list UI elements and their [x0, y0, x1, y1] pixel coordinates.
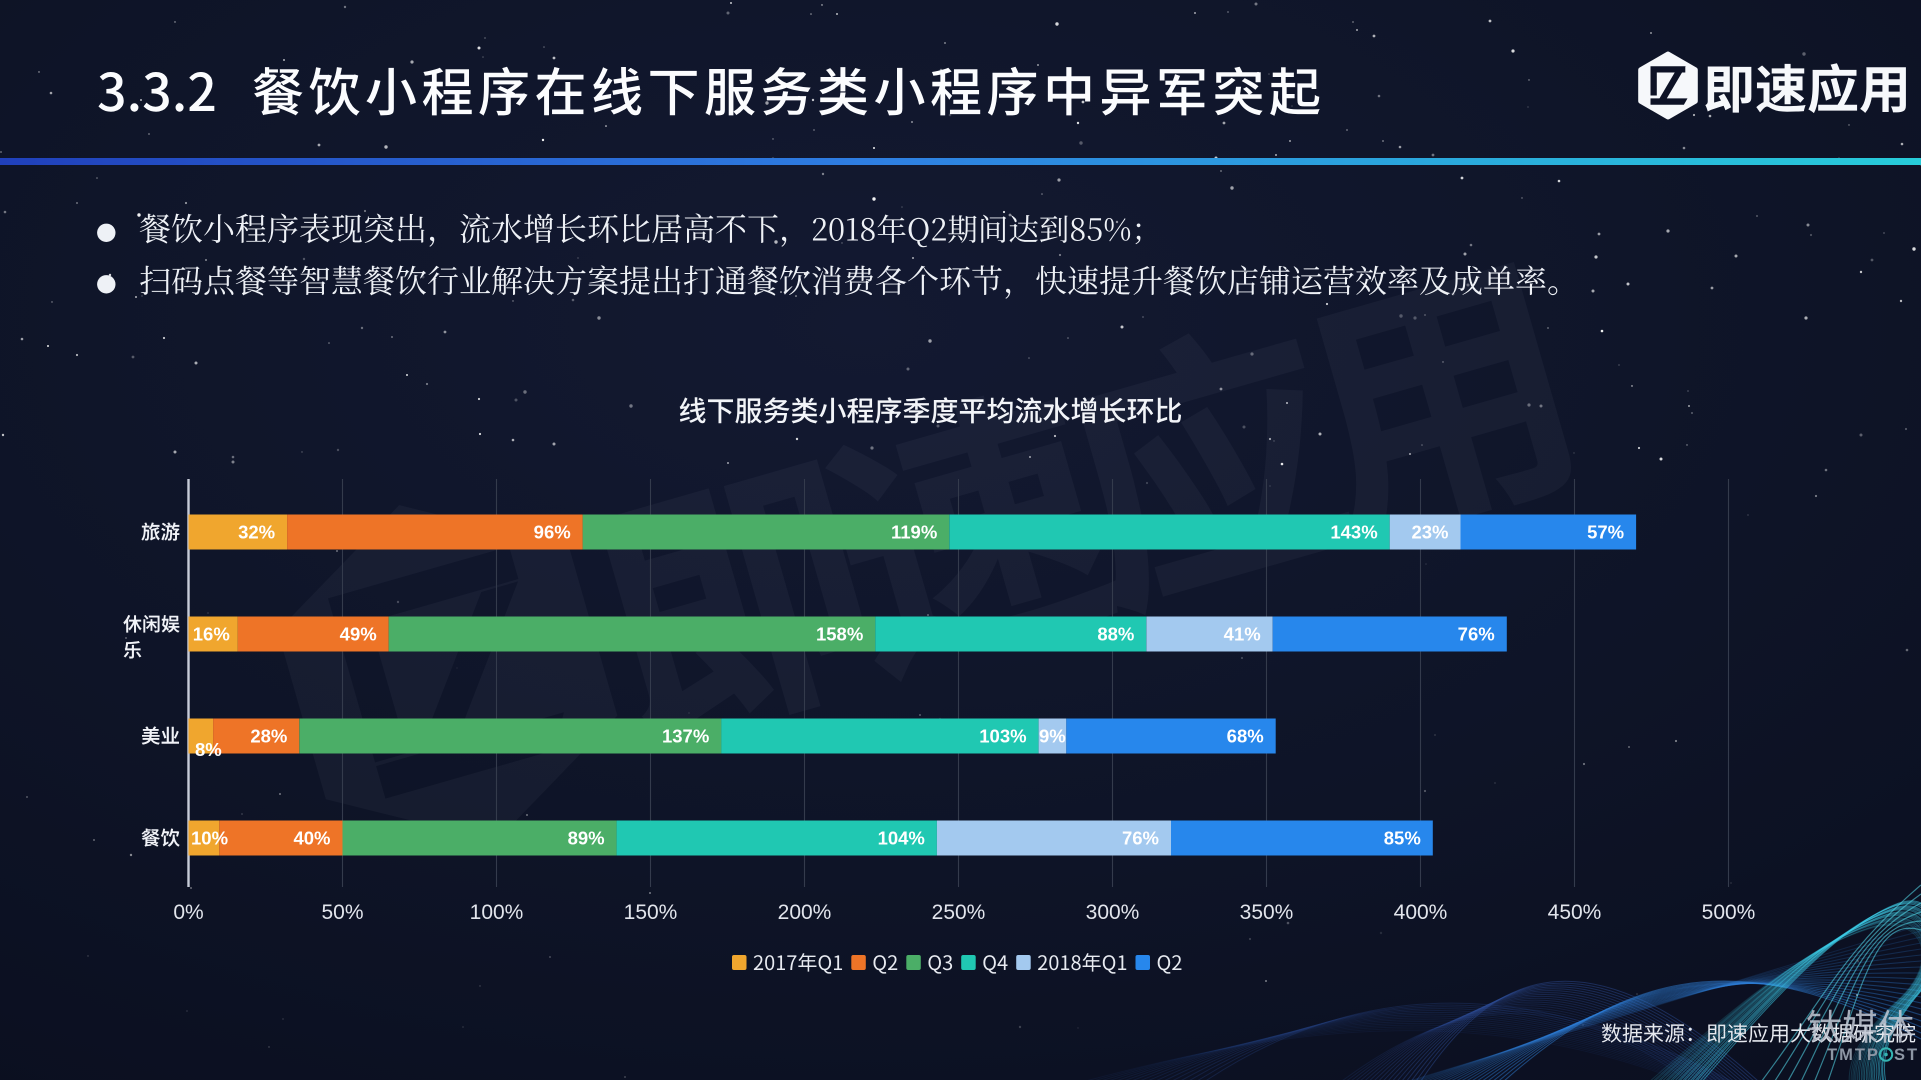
svg-text:100%: 100%: [470, 901, 524, 924]
svg-text:300%: 300%: [1086, 901, 1140, 924]
svg-text:32%: 32%: [238, 522, 275, 543]
svg-text:40%: 40%: [293, 828, 330, 849]
svg-text:23%: 23%: [1411, 522, 1448, 543]
svg-text:137%: 137%: [662, 726, 709, 747]
svg-text:76%: 76%: [1458, 624, 1495, 645]
svg-text:76%: 76%: [1122, 828, 1159, 849]
svg-text:96%: 96%: [534, 522, 571, 543]
svg-text:450%: 450%: [1548, 901, 1602, 924]
svg-text:88%: 88%: [1097, 624, 1134, 645]
svg-text:158%: 158%: [816, 624, 863, 645]
svg-text:119%: 119%: [891, 522, 937, 543]
svg-text:57%: 57%: [1587, 522, 1624, 543]
svg-text:49%: 49%: [340, 624, 377, 645]
svg-text:50%: 50%: [321, 901, 363, 924]
svg-text:28%: 28%: [250, 726, 287, 747]
svg-text:10%: 10%: [191, 828, 228, 849]
svg-text:0%: 0%: [173, 901, 203, 924]
svg-text:350%: 350%: [1240, 901, 1294, 924]
svg-text:400%: 400%: [1394, 901, 1448, 924]
svg-text:250%: 250%: [932, 901, 986, 924]
svg-text:TMTP: TMTP: [1827, 1046, 1880, 1064]
svg-text:89%: 89%: [568, 828, 605, 849]
svg-text:143%: 143%: [1330, 522, 1377, 543]
svg-text:500%: 500%: [1702, 901, 1756, 924]
svg-text:68%: 68%: [1227, 726, 1264, 747]
svg-text:9%: 9%: [1039, 726, 1066, 747]
svg-text:103%: 103%: [979, 726, 1026, 747]
svg-text:200%: 200%: [778, 901, 832, 924]
svg-text:85%: 85%: [1384, 828, 1421, 849]
svg-text:ST: ST: [1894, 1046, 1919, 1064]
svg-text:104%: 104%: [878, 828, 925, 849]
svg-text:8%: 8%: [195, 739, 222, 760]
svg-text:16%: 16%: [193, 624, 230, 645]
svg-text:41%: 41%: [1224, 624, 1261, 645]
svg-text:150%: 150%: [624, 901, 678, 924]
